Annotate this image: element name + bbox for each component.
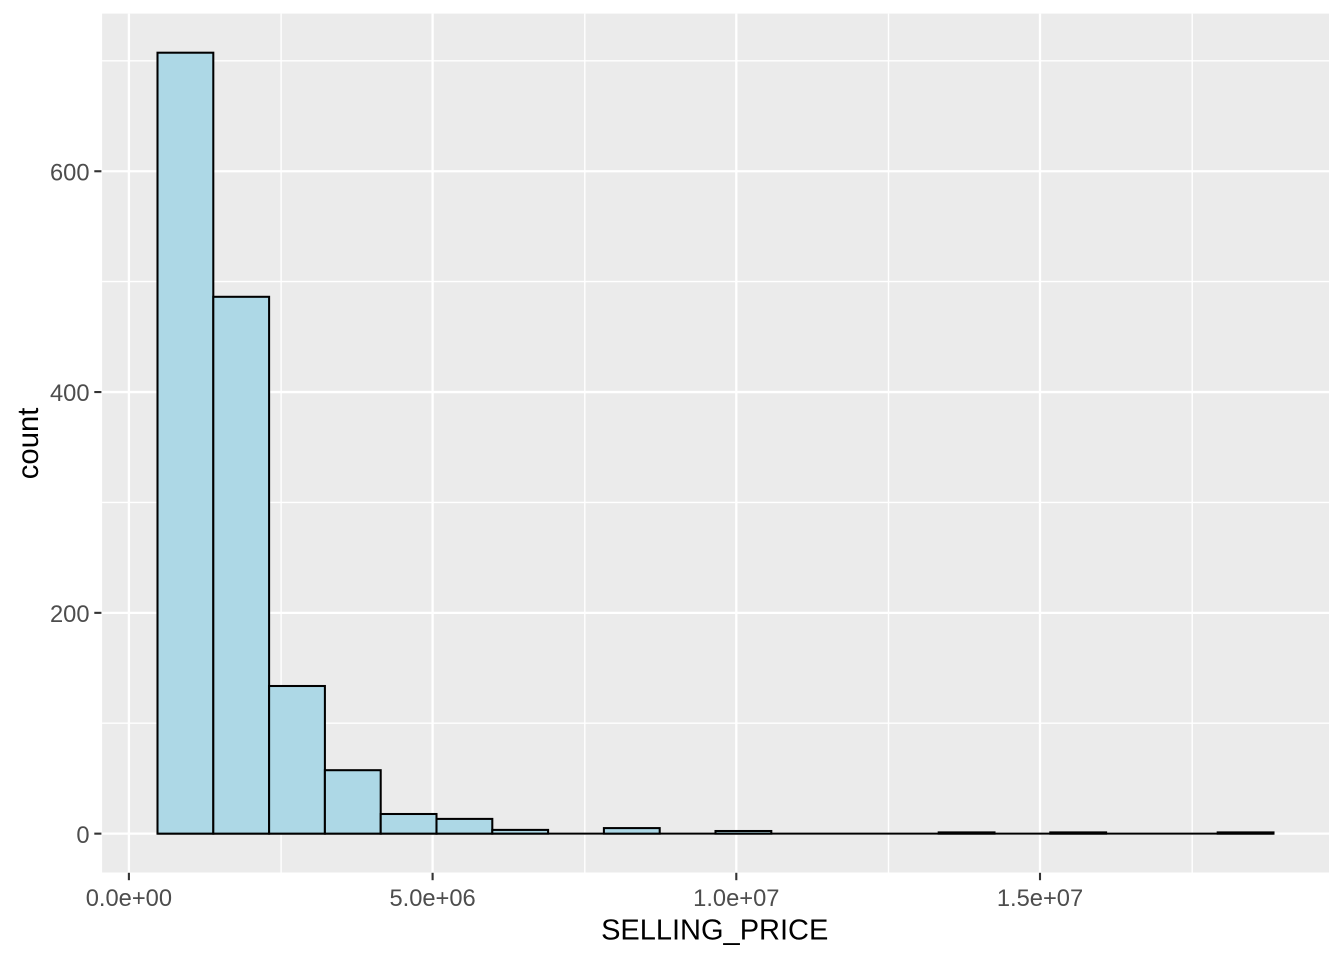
svg-text:count: count: [12, 408, 45, 480]
svg-text:SELLING_PRICE: SELLING_PRICE: [601, 914, 828, 946]
svg-text:200: 200: [50, 602, 90, 628]
svg-text:1.0e+07: 1.0e+07: [693, 886, 779, 912]
svg-text:5.0e+06: 5.0e+06: [389, 886, 475, 912]
svg-text:1.5e+07: 1.5e+07: [997, 886, 1083, 912]
svg-text:400: 400: [50, 381, 90, 407]
svg-text:0: 0: [76, 823, 89, 849]
svg-text:600: 600: [50, 160, 90, 186]
svg-text:0.0e+00: 0.0e+00: [86, 886, 172, 912]
